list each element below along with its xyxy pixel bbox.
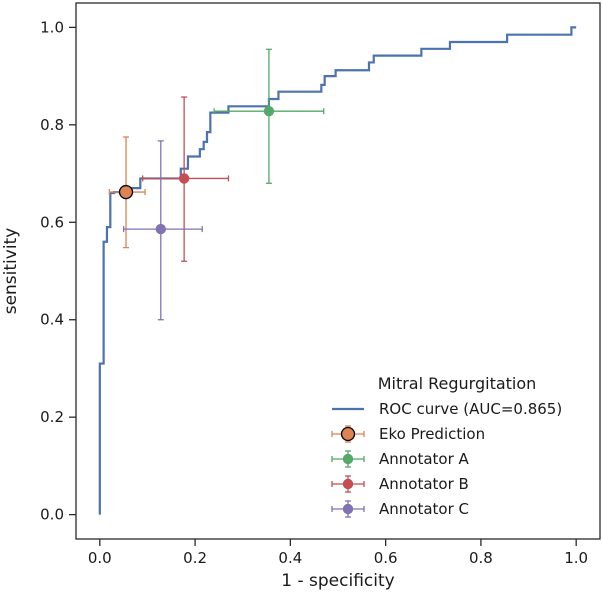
point-marker	[118, 184, 134, 200]
point-marker	[178, 173, 190, 184]
legend-label: Annotator A	[379, 450, 470, 468]
x-tick-label: 0.2	[183, 549, 207, 567]
legend-title: Mitral Regurgitation	[378, 374, 537, 393]
legend-label: Annotator C	[379, 500, 469, 518]
legend-entry: Annotator C	[331, 500, 469, 518]
plot-frame	[75, 2, 601, 540]
y-tick-label: 0.6	[40, 213, 64, 231]
legend-label: Annotator B	[379, 475, 469, 493]
legend-marker	[342, 453, 354, 465]
legend-entry: Annotator A	[331, 450, 470, 468]
legend-marker	[342, 478, 354, 490]
operating-point-annotator-c	[122, 140, 203, 321]
x-tick-label: 0.4	[278, 549, 302, 567]
legend: Mitral Regurgitation ROC curve (AUC=0.865…	[331, 374, 562, 518]
operating-points-layer	[108, 48, 325, 321]
legend-entry: Eko Prediction	[331, 425, 485, 443]
legend-marker	[342, 503, 354, 515]
legend-label: ROC curve (AUC=0.865)	[379, 400, 562, 418]
legend-marker	[340, 426, 356, 442]
y-tick-label: 1.0	[40, 18, 64, 36]
legend-label: Eko Prediction	[379, 425, 485, 443]
y-tick-label: 0.8	[40, 116, 64, 134]
roc-curve-line	[98, 26, 577, 515]
point-marker	[263, 105, 275, 117]
roc-curve-layer	[98, 26, 577, 515]
x-tick-label: 0.6	[374, 549, 398, 567]
y-tick-label: 0.2	[40, 408, 64, 426]
x-tick-label: 0.8	[469, 549, 493, 567]
legend-entry: Annotator B	[331, 475, 469, 493]
operating-point-eko-prediction	[108, 136, 146, 249]
point-marker	[155, 223, 166, 235]
operating-point-annotator-a	[213, 48, 325, 184]
y-tick-label: 0.0	[40, 506, 64, 524]
y-axis-label: sensitivity	[1, 228, 21, 315]
operating-point-annotator-b	[142, 96, 230, 262]
x-tick-label: 1.0	[564, 549, 588, 567]
x-axis-label: 1 - specificity	[281, 571, 394, 591]
legend-entry: ROC curve (AUC=0.865)	[332, 400, 562, 418]
y-tick-label: 0.4	[40, 311, 64, 329]
x-tick-label: 0.0	[88, 549, 112, 567]
axis-ticks: 0.0 0.2 0.4 0.6 0.8 1.0 0.0 0.2 0.4 0.6 0.8 1.0	[40, 18, 588, 567]
